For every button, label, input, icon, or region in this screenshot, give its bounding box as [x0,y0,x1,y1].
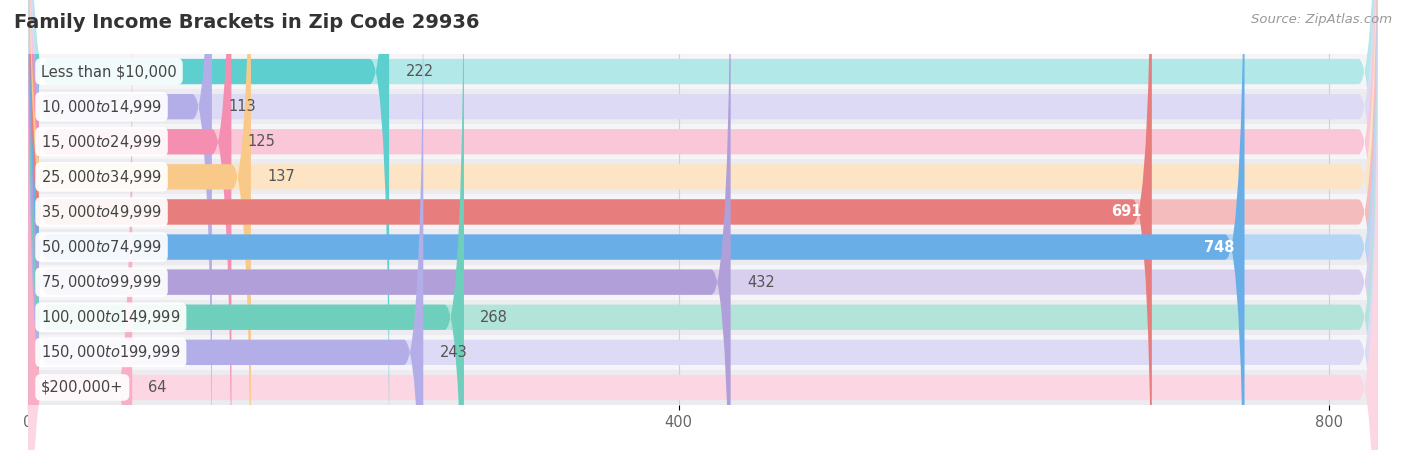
Bar [28,370,1378,405]
FancyBboxPatch shape [28,0,1378,450]
Text: 64: 64 [149,380,167,395]
Text: 748: 748 [1205,239,1234,255]
Text: 137: 137 [267,169,295,184]
Text: $150,000 to $199,999: $150,000 to $199,999 [41,343,180,361]
FancyBboxPatch shape [28,0,464,450]
FancyBboxPatch shape [28,0,1378,450]
FancyBboxPatch shape [28,0,1378,450]
FancyBboxPatch shape [28,0,132,450]
Bar [28,265,1378,300]
Text: 432: 432 [747,274,775,290]
FancyBboxPatch shape [28,0,232,450]
Text: $50,000 to $74,999: $50,000 to $74,999 [41,238,162,256]
FancyBboxPatch shape [28,0,731,450]
Bar [28,335,1378,370]
Text: Less than $10,000: Less than $10,000 [41,64,177,79]
Bar [28,230,1378,265]
Bar [28,54,1378,89]
Text: 113: 113 [228,99,256,114]
Bar [28,194,1378,230]
Text: 691: 691 [1112,204,1142,220]
FancyBboxPatch shape [28,0,1378,450]
Text: Family Income Brackets in Zip Code 29936: Family Income Brackets in Zip Code 29936 [14,14,479,32]
Text: 268: 268 [481,310,508,325]
Bar [28,159,1378,194]
Text: $200,000+: $200,000+ [41,380,124,395]
Text: 125: 125 [247,134,276,149]
Text: $15,000 to $24,999: $15,000 to $24,999 [41,133,162,151]
FancyBboxPatch shape [28,0,1378,450]
FancyBboxPatch shape [28,0,250,450]
FancyBboxPatch shape [28,0,1378,450]
FancyBboxPatch shape [28,0,389,450]
FancyBboxPatch shape [28,0,1378,450]
Text: $10,000 to $14,999: $10,000 to $14,999 [41,98,162,116]
Text: $35,000 to $49,999: $35,000 to $49,999 [41,203,162,221]
Text: 243: 243 [440,345,467,360]
Text: $100,000 to $149,999: $100,000 to $149,999 [41,308,180,326]
FancyBboxPatch shape [28,0,1378,450]
FancyBboxPatch shape [28,0,1378,450]
Bar [28,89,1378,124]
FancyBboxPatch shape [28,0,212,450]
Text: $75,000 to $99,999: $75,000 to $99,999 [41,273,162,291]
Bar [28,124,1378,159]
Text: 222: 222 [405,64,433,79]
Bar [28,300,1378,335]
FancyBboxPatch shape [28,0,1152,450]
FancyBboxPatch shape [28,0,1244,450]
FancyBboxPatch shape [28,0,423,450]
Text: $25,000 to $34,999: $25,000 to $34,999 [41,168,162,186]
Text: Source: ZipAtlas.com: Source: ZipAtlas.com [1251,14,1392,27]
FancyBboxPatch shape [28,0,1378,450]
